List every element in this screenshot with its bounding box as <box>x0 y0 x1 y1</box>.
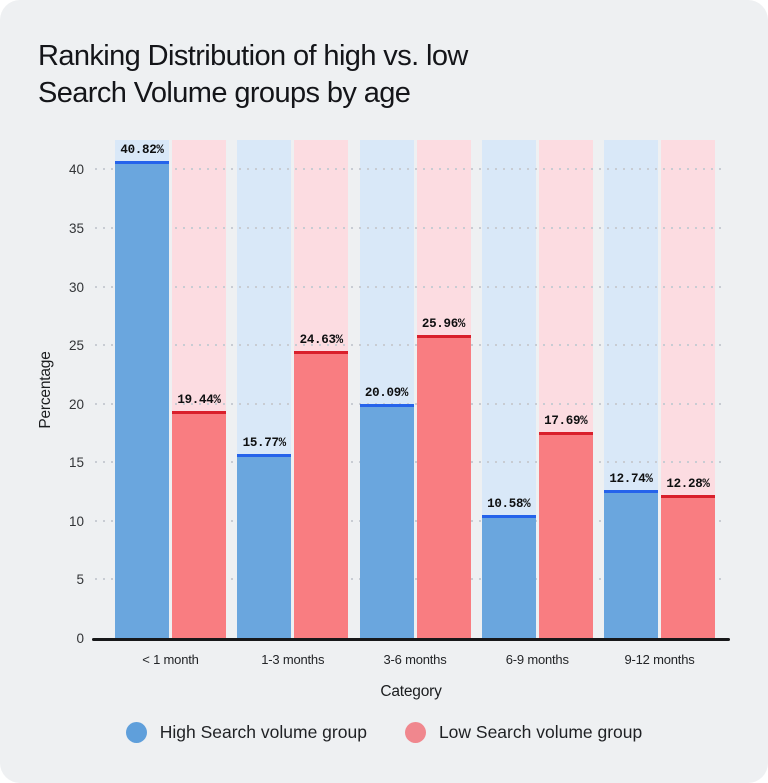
y-tick-label: 15 <box>68 455 84 471</box>
y-tick-label: 20 <box>68 396 84 412</box>
legend-item: High Search volume group <box>125 722 367 743</box>
grid-line <box>95 344 727 347</box>
x-tick-label: 3-6 months <box>383 652 447 667</box>
bar-value-label: 15.77% <box>242 436 287 451</box>
bar <box>481 515 536 639</box>
y-tick-label: 10 <box>68 513 84 529</box>
y-tick-label: 40 <box>68 162 84 178</box>
bar <box>538 431 593 639</box>
legend-item: Low Search volume group <box>404 722 643 743</box>
bar-value-label: 17.69% <box>544 413 588 428</box>
x-tick-label: 9-12 months <box>624 652 695 667</box>
x-axis-title: Category <box>380 683 442 700</box>
bar <box>115 160 169 639</box>
legend-label: High Search volume group <box>159 722 367 742</box>
legend-label: Low Search volume group <box>438 722 643 742</box>
plot-area: Percentage Category 0 5 10 15 20 25 30 35 40 40.8… <box>37 140 730 700</box>
bar-value-label: 10.58% <box>487 497 531 512</box>
y-axis-title: Percentage <box>37 350 54 429</box>
bar-value-label: 40.82% <box>120 142 164 157</box>
bar <box>604 489 658 639</box>
bar <box>359 403 414 639</box>
x-axis-line <box>92 638 730 641</box>
grid-line <box>95 168 727 171</box>
bar <box>661 495 715 639</box>
y-tick-label: 5 <box>76 572 84 588</box>
x-tick-label: 1-3 months <box>261 652 325 667</box>
legend-swatch-icon <box>125 722 147 743</box>
bar-value-label: 12.74% <box>609 471 653 486</box>
bar-value-label: 12.28% <box>666 477 710 492</box>
legend: High Search volume group Low Search volum… <box>0 722 768 743</box>
y-tick-label: 0 <box>76 631 84 646</box>
bar-value-label: 24.63% <box>299 332 344 347</box>
bar <box>416 334 471 639</box>
y-tick-label: 35 <box>68 221 84 237</box>
bar <box>237 454 292 639</box>
legend-swatch-icon <box>404 722 426 743</box>
x-tick-label: < 1 month <box>142 652 199 667</box>
x-tick-label: 6-9 months <box>505 652 569 667</box>
bar <box>294 350 349 639</box>
bar <box>172 411 226 639</box>
grid-line <box>95 285 727 288</box>
bar-value-label: 20.09% <box>364 385 409 400</box>
grid-line <box>95 227 727 230</box>
y-tick-label: 30 <box>68 279 84 295</box>
y-tick-label: 25 <box>68 338 84 354</box>
bar-value-label: 25.96% <box>421 316 466 331</box>
chart-title: Ranking Distribution of high vs. low Sea… <box>38 40 468 109</box>
bar-value-label: 19.44% <box>177 393 221 408</box>
